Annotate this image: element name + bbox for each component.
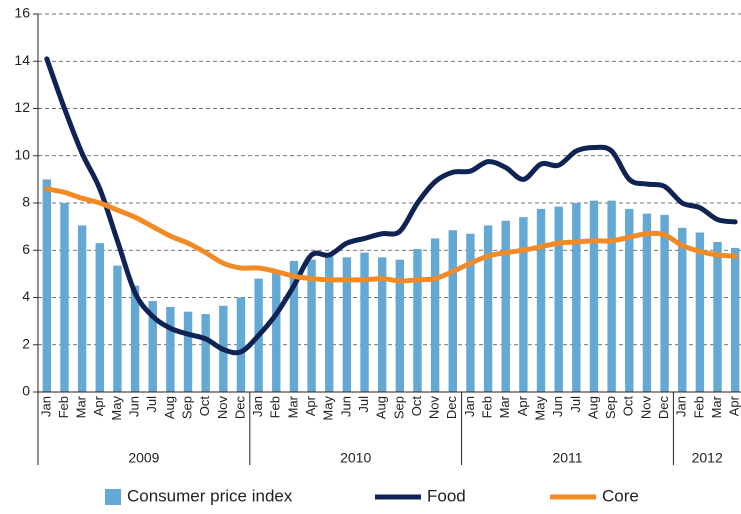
- bar: [148, 301, 157, 392]
- x-tick-label: Apr: [303, 395, 318, 416]
- x-tick-label: Dec: [444, 396, 459, 420]
- y-tick-label: 2: [22, 335, 30, 351]
- x-tick-label: Dec: [656, 396, 671, 420]
- bar: [325, 254, 334, 392]
- line: [44, 186, 738, 284]
- x-tick-label: Sep: [603, 396, 618, 419]
- x-tick-label: Aug: [585, 396, 600, 419]
- y-tick-label: 10: [14, 146, 30, 162]
- bar: [342, 257, 352, 392]
- legend-label: Consumer price index: [127, 486, 293, 505]
- x-tick-label: May: [532, 396, 547, 421]
- bar: [130, 285, 140, 392]
- x-tick-label: Oct: [621, 396, 636, 417]
- x-tick-label: Apr: [727, 395, 741, 416]
- x-tick-label: May: [109, 396, 124, 421]
- y-tick-label: 0: [22, 383, 30, 399]
- x-tick-label: Feb: [691, 396, 706, 418]
- line: [44, 56, 738, 356]
- y-tick-label: 16: [14, 5, 30, 21]
- x-tick-label: Mar: [709, 395, 724, 418]
- bar: [625, 208, 634, 392]
- x-tick-label: Aug: [162, 396, 177, 419]
- x-tick-label: Jun: [550, 396, 565, 417]
- x-tick-label: Mar: [497, 395, 512, 418]
- bar: [77, 225, 87, 392]
- x-tick-label: Nov: [427, 396, 442, 420]
- bar: [113, 265, 122, 392]
- bar: [360, 252, 369, 392]
- bar: [95, 243, 104, 392]
- bar: [60, 203, 69, 392]
- bar: [448, 230, 457, 392]
- bar: [660, 214, 669, 392]
- bar: [554, 206, 563, 392]
- bar: [607, 200, 616, 392]
- x-tick-label: Mar: [285, 395, 300, 418]
- x-tick-label: Feb: [268, 396, 283, 418]
- bar: [466, 233, 475, 392]
- x-tick-label: Jan: [38, 396, 53, 417]
- bar: [272, 271, 281, 392]
- bar: [713, 241, 722, 392]
- bar: [395, 259, 405, 392]
- y-tick-label: 6: [22, 241, 30, 257]
- bar: [589, 200, 599, 392]
- bar: [413, 249, 422, 392]
- x-tick-label: Apr: [91, 395, 106, 416]
- x-tick-label: Nov: [215, 396, 230, 420]
- x-tick-label: Feb: [56, 396, 71, 418]
- bar: [483, 225, 493, 392]
- year-label: 2010: [340, 450, 371, 466]
- x-tick-label: Jan: [462, 396, 477, 417]
- x-tick-label: Aug: [374, 396, 389, 419]
- y-tick-label: 12: [14, 99, 30, 115]
- bar: [572, 203, 581, 392]
- x-tick-label: Jul: [568, 396, 583, 413]
- bar: [307, 259, 316, 392]
- x-tick-label: Mar: [74, 395, 89, 418]
- x-tick-label: Jun: [127, 396, 142, 417]
- bar: [519, 217, 528, 392]
- bar: [501, 220, 510, 392]
- x-tick-label: Apr: [515, 395, 530, 416]
- legend-swatch: [105, 489, 121, 505]
- bar: [166, 306, 175, 392]
- bar: [42, 179, 52, 392]
- y-tick-label: 8: [22, 194, 30, 210]
- y-tick-label: 4: [22, 288, 30, 304]
- x-tick-label: Jun: [338, 396, 353, 417]
- y-tick-label: 14: [14, 52, 30, 68]
- x-tick-label: Jan: [250, 396, 265, 417]
- x-tick-label: Nov: [638, 396, 653, 420]
- x-tick-label: Jul: [356, 396, 371, 413]
- x-tick-label: Dec: [232, 396, 247, 420]
- bar: [377, 257, 387, 392]
- bar: [201, 314, 210, 392]
- bar: [536, 208, 546, 392]
- bar: [430, 238, 440, 392]
- bar: [642, 213, 652, 392]
- x-tick-label: Sep: [179, 396, 194, 419]
- x-tick-label: Sep: [391, 396, 406, 419]
- bar: [289, 260, 299, 392]
- bar: [730, 247, 740, 392]
- x-tick-label: Jan: [674, 396, 689, 417]
- x-tick-label: Oct: [197, 396, 212, 417]
- x-tick-label: Jul: [144, 396, 159, 413]
- bar: [678, 227, 687, 392]
- year-label: 2012: [692, 450, 723, 466]
- bar: [695, 232, 705, 392]
- year-label: 2011: [552, 450, 582, 466]
- year-label: 2009: [128, 450, 159, 466]
- bar: [236, 297, 246, 392]
- legend-label: Core: [602, 486, 639, 505]
- x-tick-label: Feb: [480, 396, 495, 418]
- legend-label: Food: [427, 486, 466, 505]
- x-tick-label: May: [321, 396, 336, 421]
- bar: [183, 311, 193, 392]
- x-tick-label: Oct: [409, 396, 424, 417]
